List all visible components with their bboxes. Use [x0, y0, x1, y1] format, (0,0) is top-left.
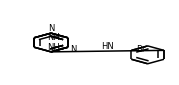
Text: N: N	[48, 24, 54, 33]
Text: N: N	[70, 45, 77, 54]
Text: NH₂: NH₂	[48, 43, 64, 52]
Text: NH₂: NH₂	[48, 33, 64, 42]
Text: Br: Br	[136, 45, 145, 54]
Text: HN: HN	[101, 42, 114, 51]
